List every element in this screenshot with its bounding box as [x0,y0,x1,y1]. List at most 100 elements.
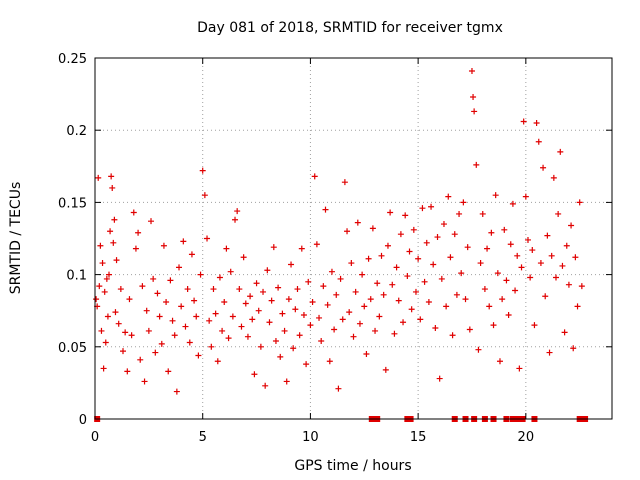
data-point [470,93,477,100]
data-point [550,174,557,181]
data-point [428,203,435,210]
x-tick-label: 5 [199,430,207,445]
data-point [475,346,482,353]
data-point [466,326,473,333]
data-point [112,309,119,316]
data-point [165,368,172,375]
y-tick-label: 0.1 [66,269,87,284]
data-point [464,244,471,251]
data-point [320,283,327,290]
data-point [195,352,202,359]
data-point [397,231,404,238]
y-tick-label: 0 [79,413,87,428]
data-point [402,212,409,219]
y-tick-label: 0.05 [58,341,87,356]
data-point [93,296,100,303]
data-point [247,293,254,300]
data-point [477,260,484,267]
data-point [236,286,243,293]
data-point [438,275,445,282]
data-point [344,228,351,235]
data-point [382,366,389,373]
data-point [393,264,400,271]
data-point [204,235,211,242]
data-point [158,340,165,347]
data-point [473,161,480,168]
y-tick-label: 0.2 [66,124,87,139]
data-point [322,206,329,213]
data-point [440,221,447,228]
data-point [374,280,381,287]
data-point [576,199,583,206]
data-point [145,327,152,334]
data-point [182,323,189,330]
data-point [447,254,454,261]
data-point [561,329,568,336]
data-point [496,358,503,365]
data-point [238,323,245,330]
data-point [199,167,206,174]
data-point [163,299,170,306]
data-point [486,303,493,310]
data-point [303,361,310,368]
data-point [524,236,531,243]
data-point [516,365,523,372]
data-point [201,192,208,199]
data-point [367,296,374,303]
data-point [270,244,277,251]
data-point [97,242,104,249]
data-point [449,332,456,339]
data-point [128,332,135,339]
data-point [563,242,570,249]
data-point [288,261,295,268]
data-point [460,199,467,206]
data-point [115,320,122,327]
data-point [354,219,361,226]
data-point [104,313,111,320]
data-point [369,225,376,232]
axis-ticks: 0 0.05 0.1 0.15 0.2 0.25 0 5 10 15 20 [58,52,612,445]
data-point [186,339,193,346]
x-tick-label: 15 [410,430,427,445]
data-point [141,378,148,385]
data-point [365,255,372,262]
data-point [540,164,547,171]
data-point [387,209,394,216]
data-point [193,313,200,320]
data-point [574,303,581,310]
data-points [93,67,585,395]
data-point [481,286,488,293]
data-point [328,268,335,275]
data-point [432,325,439,332]
data-point [253,280,260,287]
data-point [110,239,117,246]
data-point [122,329,129,336]
data-point [376,313,383,320]
data-point [458,270,465,277]
data-point [176,264,183,271]
data-point [335,385,342,392]
data-point [109,184,116,191]
data-point [296,332,303,339]
data-point [221,299,228,306]
data-point [130,209,137,216]
data-point [260,288,267,295]
data-point [292,306,299,313]
data-point [275,284,282,291]
data-point [152,349,159,356]
data-point [101,288,108,295]
data-point [522,193,529,200]
data-point [113,257,120,264]
data-point [404,273,411,280]
data-point [208,343,215,350]
data-point [436,375,443,382]
data-point [494,270,501,277]
data-point [281,327,288,334]
data-point [410,226,417,233]
data-point [380,291,387,298]
data-point [100,365,107,372]
data-point [443,303,450,310]
data-point [384,242,391,249]
data-point [283,378,290,385]
data-point [490,322,497,329]
